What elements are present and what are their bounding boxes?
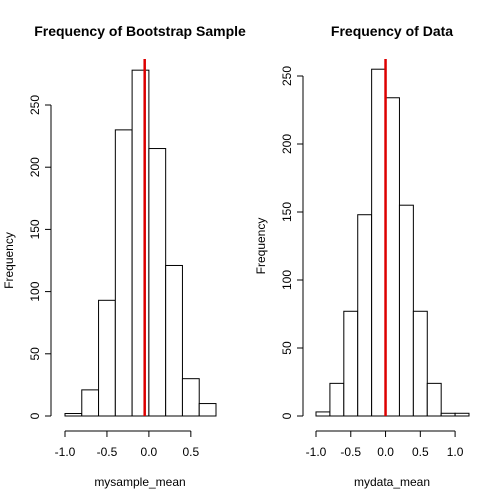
y-tick-label: 200 (280, 134, 294, 154)
x-tick-label: 0.0 (377, 445, 394, 459)
histogram-bar (316, 412, 330, 416)
x-tick-label: -1.0 (55, 445, 76, 459)
x-tick-label: -0.5 (97, 445, 118, 459)
y-tick-label: 150 (28, 219, 42, 239)
histogram-bar (132, 70, 149, 416)
chart-title: Frequency of Bootstrap Sample (34, 23, 246, 39)
x-tick-label: -1.0 (306, 445, 327, 459)
histogram-bar (372, 69, 386, 416)
histogram-bar (399, 205, 413, 416)
histogram-bar (199, 404, 216, 416)
histogram-bar (149, 149, 166, 416)
histogram-bar (386, 98, 400, 416)
histogram-bar (99, 300, 116, 416)
y-tick-label: 100 (28, 281, 42, 301)
x-tick-label: 0.5 (412, 445, 429, 459)
histogram-bar (65, 414, 82, 416)
y-tick-label: 50 (28, 347, 42, 361)
histogram-bar (455, 413, 469, 416)
histogram-bar (82, 390, 99, 416)
histogram-bar (115, 130, 132, 416)
y-tick-label: 200 (28, 157, 42, 177)
x-axis-label: mysample_mean (94, 475, 185, 489)
histogram-bar (182, 379, 199, 416)
x-tick-label: -0.5 (340, 445, 361, 459)
histogram-bar (413, 311, 427, 416)
x-axis-label: mydata_mean (354, 475, 430, 489)
histogram-bar (166, 265, 183, 416)
y-tick-label: 250 (28, 95, 42, 115)
chart-title: Frequency of Data (331, 23, 453, 39)
x-tick-label: 0.5 (182, 445, 199, 459)
y-tick-label: 150 (280, 202, 294, 222)
histogram-bar (427, 383, 441, 416)
x-tick-label: 0.0 (141, 445, 158, 459)
y-tick-label: 100 (280, 270, 294, 290)
y-tick-label: 50 (280, 341, 294, 355)
x-tick-label: 1.0 (447, 445, 464, 459)
histogram-bar (358, 215, 372, 416)
data-histogram-panel: -1.0 -0.5 0.0 0.5 1.0 0 50 100 150 200 250 Frequenc… (254, 23, 469, 489)
y-tick-label: 0 (280, 412, 294, 419)
y-axis-label: Frequency (2, 232, 16, 289)
histogram-bar (441, 413, 455, 416)
histogram-bar (344, 311, 358, 416)
y-axis-label: Frequency (254, 218, 268, 275)
histogram-bar (330, 383, 344, 416)
y-tick-label: 0 (28, 412, 42, 419)
y-tick-label: 250 (280, 66, 294, 86)
bootstrap-histogram-panel: -1.0 -0.5 0.0 0.5 0 50 100 150 200 250 Frequency o… (2, 23, 246, 489)
